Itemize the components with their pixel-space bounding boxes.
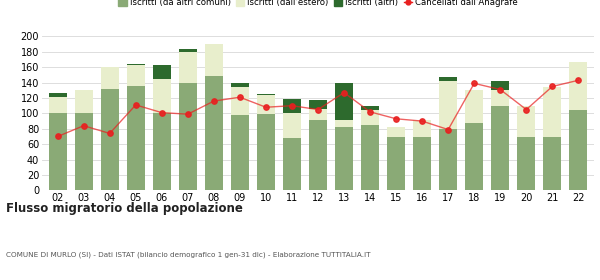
Point [157,110,167,115]
Bar [361,125,379,190]
Bar [335,120,353,127]
Point [235,95,245,99]
Bar [361,106,379,109]
Point [443,127,453,132]
Text: Flusso migratorio della popolazione: Flusso migratorio della popolazione [6,202,243,214]
Bar [179,52,197,83]
Legend: Iscritti (da altri comuni), Iscritti (dall'estero), Iscritti (altri), Cancellati: Iscritti (da altri comuni), Iscritti (da… [115,0,521,10]
Point [574,78,583,83]
Point [469,81,479,86]
Bar [231,83,249,87]
Bar [517,106,535,137]
Bar [257,94,275,95]
Bar [179,83,197,190]
Bar [335,127,353,190]
Bar [205,76,223,190]
Bar [413,137,431,190]
Point [548,84,557,89]
Point [209,99,218,103]
Bar [101,67,119,89]
Point [496,87,505,92]
Point [313,107,323,112]
Bar [152,79,171,113]
Bar [309,99,327,109]
Point [261,105,271,109]
Bar [283,99,301,113]
Bar [309,109,327,120]
Bar [49,97,67,113]
Bar [127,64,145,65]
Bar [309,120,327,190]
Bar [257,95,275,114]
Point [105,131,115,136]
Point [131,103,140,107]
Point [418,119,427,123]
Bar [74,113,93,190]
Point [183,112,193,116]
Bar [413,120,431,137]
Point [79,123,88,128]
Bar [569,109,587,190]
Bar [205,44,223,76]
Bar [439,81,457,129]
Bar [361,109,379,125]
Point [339,90,349,95]
Point [287,103,297,108]
Bar [491,81,509,90]
Bar [543,87,562,137]
Bar [387,137,405,190]
Bar [101,89,119,190]
Bar [231,87,249,115]
Bar [179,50,197,52]
Bar [283,138,301,190]
Text: COMUNE DI MURLO (SI) - Dati ISTAT (bilancio demografico 1 gen-31 dic) - Elaboraz: COMUNE DI MURLO (SI) - Dati ISTAT (bilan… [6,252,371,258]
Point [53,134,62,139]
Bar [335,83,353,120]
Bar [74,90,93,113]
Bar [439,77,457,81]
Bar [231,115,249,190]
Bar [283,113,301,138]
Point [391,116,401,121]
Bar [152,65,171,79]
Bar [49,113,67,190]
Bar [439,129,457,190]
Bar [465,123,484,190]
Bar [543,137,562,190]
Bar [569,62,587,109]
Bar [517,137,535,190]
Bar [257,114,275,190]
Point [365,109,375,114]
Bar [152,113,171,190]
Bar [49,94,67,97]
Point [521,107,531,112]
Bar [127,86,145,190]
Bar [387,127,405,137]
Bar [127,65,145,86]
Bar [465,90,484,123]
Bar [491,90,509,106]
Bar [491,106,509,190]
